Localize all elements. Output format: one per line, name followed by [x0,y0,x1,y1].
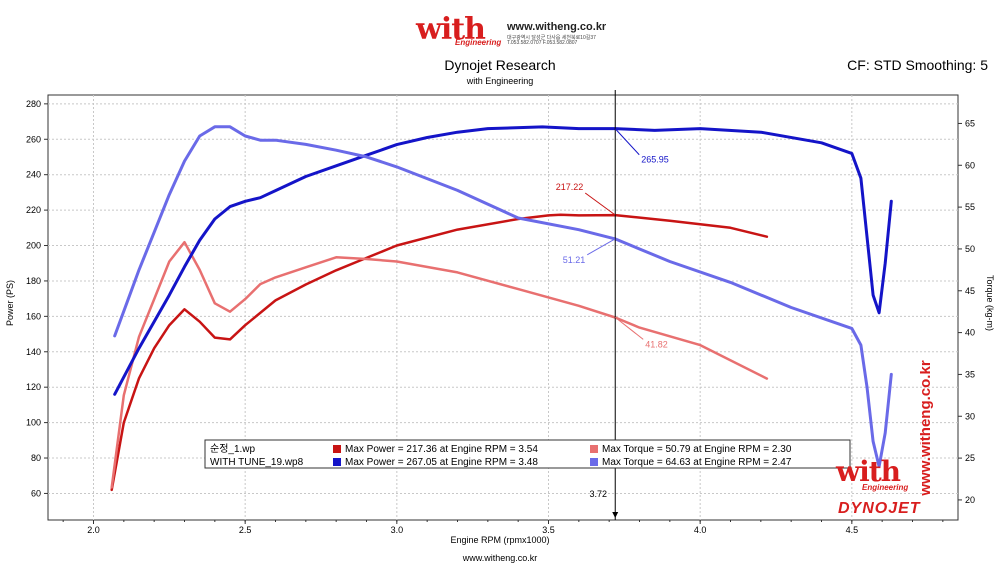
annotations: 265.95 217.22 51.21 41.82 [556,128,669,349]
y-tick-label: 280 [26,99,41,109]
legend-swatch [590,458,598,466]
annotation-leader [614,316,644,340]
x-tick-label: 4.5 [846,525,859,535]
y-tick-label: 80 [31,453,41,463]
annotation-value: 41.82 [645,339,668,349]
x-tick-label: 2.0 [87,525,100,535]
y2-tick-label: 60 [965,160,975,170]
cursor-marker[interactable] [612,512,619,518]
legend-torque-2: Max Torque = 64.63 at Engine RPM = 2.47 [602,457,792,468]
legend-file-2: WITH TUNE_19.wp8 [210,457,304,468]
y-tick-label: 200 [26,241,41,251]
x-tick-label: 2.5 [239,525,252,535]
footer-url: www.witheng.co.kr [462,553,538,563]
legend-swatch [333,458,341,466]
cursor-value-label: 3.72 [589,489,607,499]
y2-tick-label: 40 [965,328,975,338]
y2-tick-label: 30 [965,411,975,421]
y2-tick-label: 35 [965,369,975,379]
x-axis-label: Engine RPM (rpmx1000) [450,535,549,545]
y-axis-label: Power (PS) [5,280,15,326]
grid [48,95,958,520]
annotation-leader [584,192,616,216]
header-address: 대구광역시 달성군 다사읍 세천북로10길37 [507,35,596,41]
svg-text:www.witheng.co.kr: www.witheng.co.kr [920,360,934,496]
legend-power-2: Max Power = 267.05 at Engine RPM = 3.48 [345,457,538,468]
y-tick-label: 160 [26,311,41,321]
series-line-2 [110,240,769,489]
with-watermark-subtext: Engineering [862,483,909,492]
legend-torque-1: Max Torque = 50.79 at Engine RPM = 2.30 [602,444,792,455]
y-tick-label: 120 [26,382,41,392]
y-tick-label: 260 [26,134,41,144]
chart-subtitle: with Engineering [466,76,534,86]
y2-axis-label: Torque (kg-m) [985,275,995,331]
correction-factor-label: CF: STD Smoothing: 5 [847,57,988,73]
y-tick-label: 100 [26,418,41,428]
y-tick-label: 60 [31,488,41,498]
y-tick-label: 240 [26,170,41,180]
chart-title: Dynojet Research [444,57,556,73]
header-url: www.witheng.co.kr [507,21,607,33]
annotation-leader [586,238,616,256]
y-tick-label: 140 [26,347,41,357]
annotation-value: 217.22 [556,182,584,192]
y2-tick-label: 25 [965,453,975,463]
axes: 2.0 2.5 3.0 3.5 4.0 4.5 60 80 100 120 140 160 180 200… [26,99,975,535]
legend-box: 순정_1.wp Max Power = 217.36 at Engine RPM… [204,439,851,469]
annotation-leader [614,128,640,156]
x-tick-label: 3.5 [542,525,555,535]
legend-swatch [333,445,341,453]
y-tick-label: 180 [26,276,41,286]
annotation-value: 265.95 [641,155,669,165]
y2-tick-label: 20 [965,495,975,505]
legend-swatch [590,445,598,453]
x-tick-label: 4.0 [694,525,707,535]
logo-subtext: Engineering [455,38,502,47]
y2-tick-label: 65 [965,118,975,128]
y2-tick-label: 50 [965,244,975,254]
x-tick-label: 3.0 [391,525,404,535]
y2-tick-label: 55 [965,202,975,212]
series-layer [110,125,893,492]
series-line-1 [110,213,769,492]
with-watermark-logo: with [836,455,901,488]
legend-file-1: 순정_1.wp [210,443,256,455]
series-line-3 [113,125,893,396]
series-line-4 [113,125,893,468]
y-tick-label: 220 [26,205,41,215]
dynojet-logo: DYNOJET [838,500,921,517]
vertical-url-watermark: www.witheng.co.kr [920,360,934,496]
legend-power-1: Max Power = 217.36 at Engine RPM = 3.54 [345,444,538,455]
with-engineering-logo: with [416,12,486,47]
y2-tick-label: 45 [965,286,975,296]
annotation-value: 51.21 [563,255,586,265]
header-phone: T.053.582.0707 F.053.582.0807 [507,40,578,46]
